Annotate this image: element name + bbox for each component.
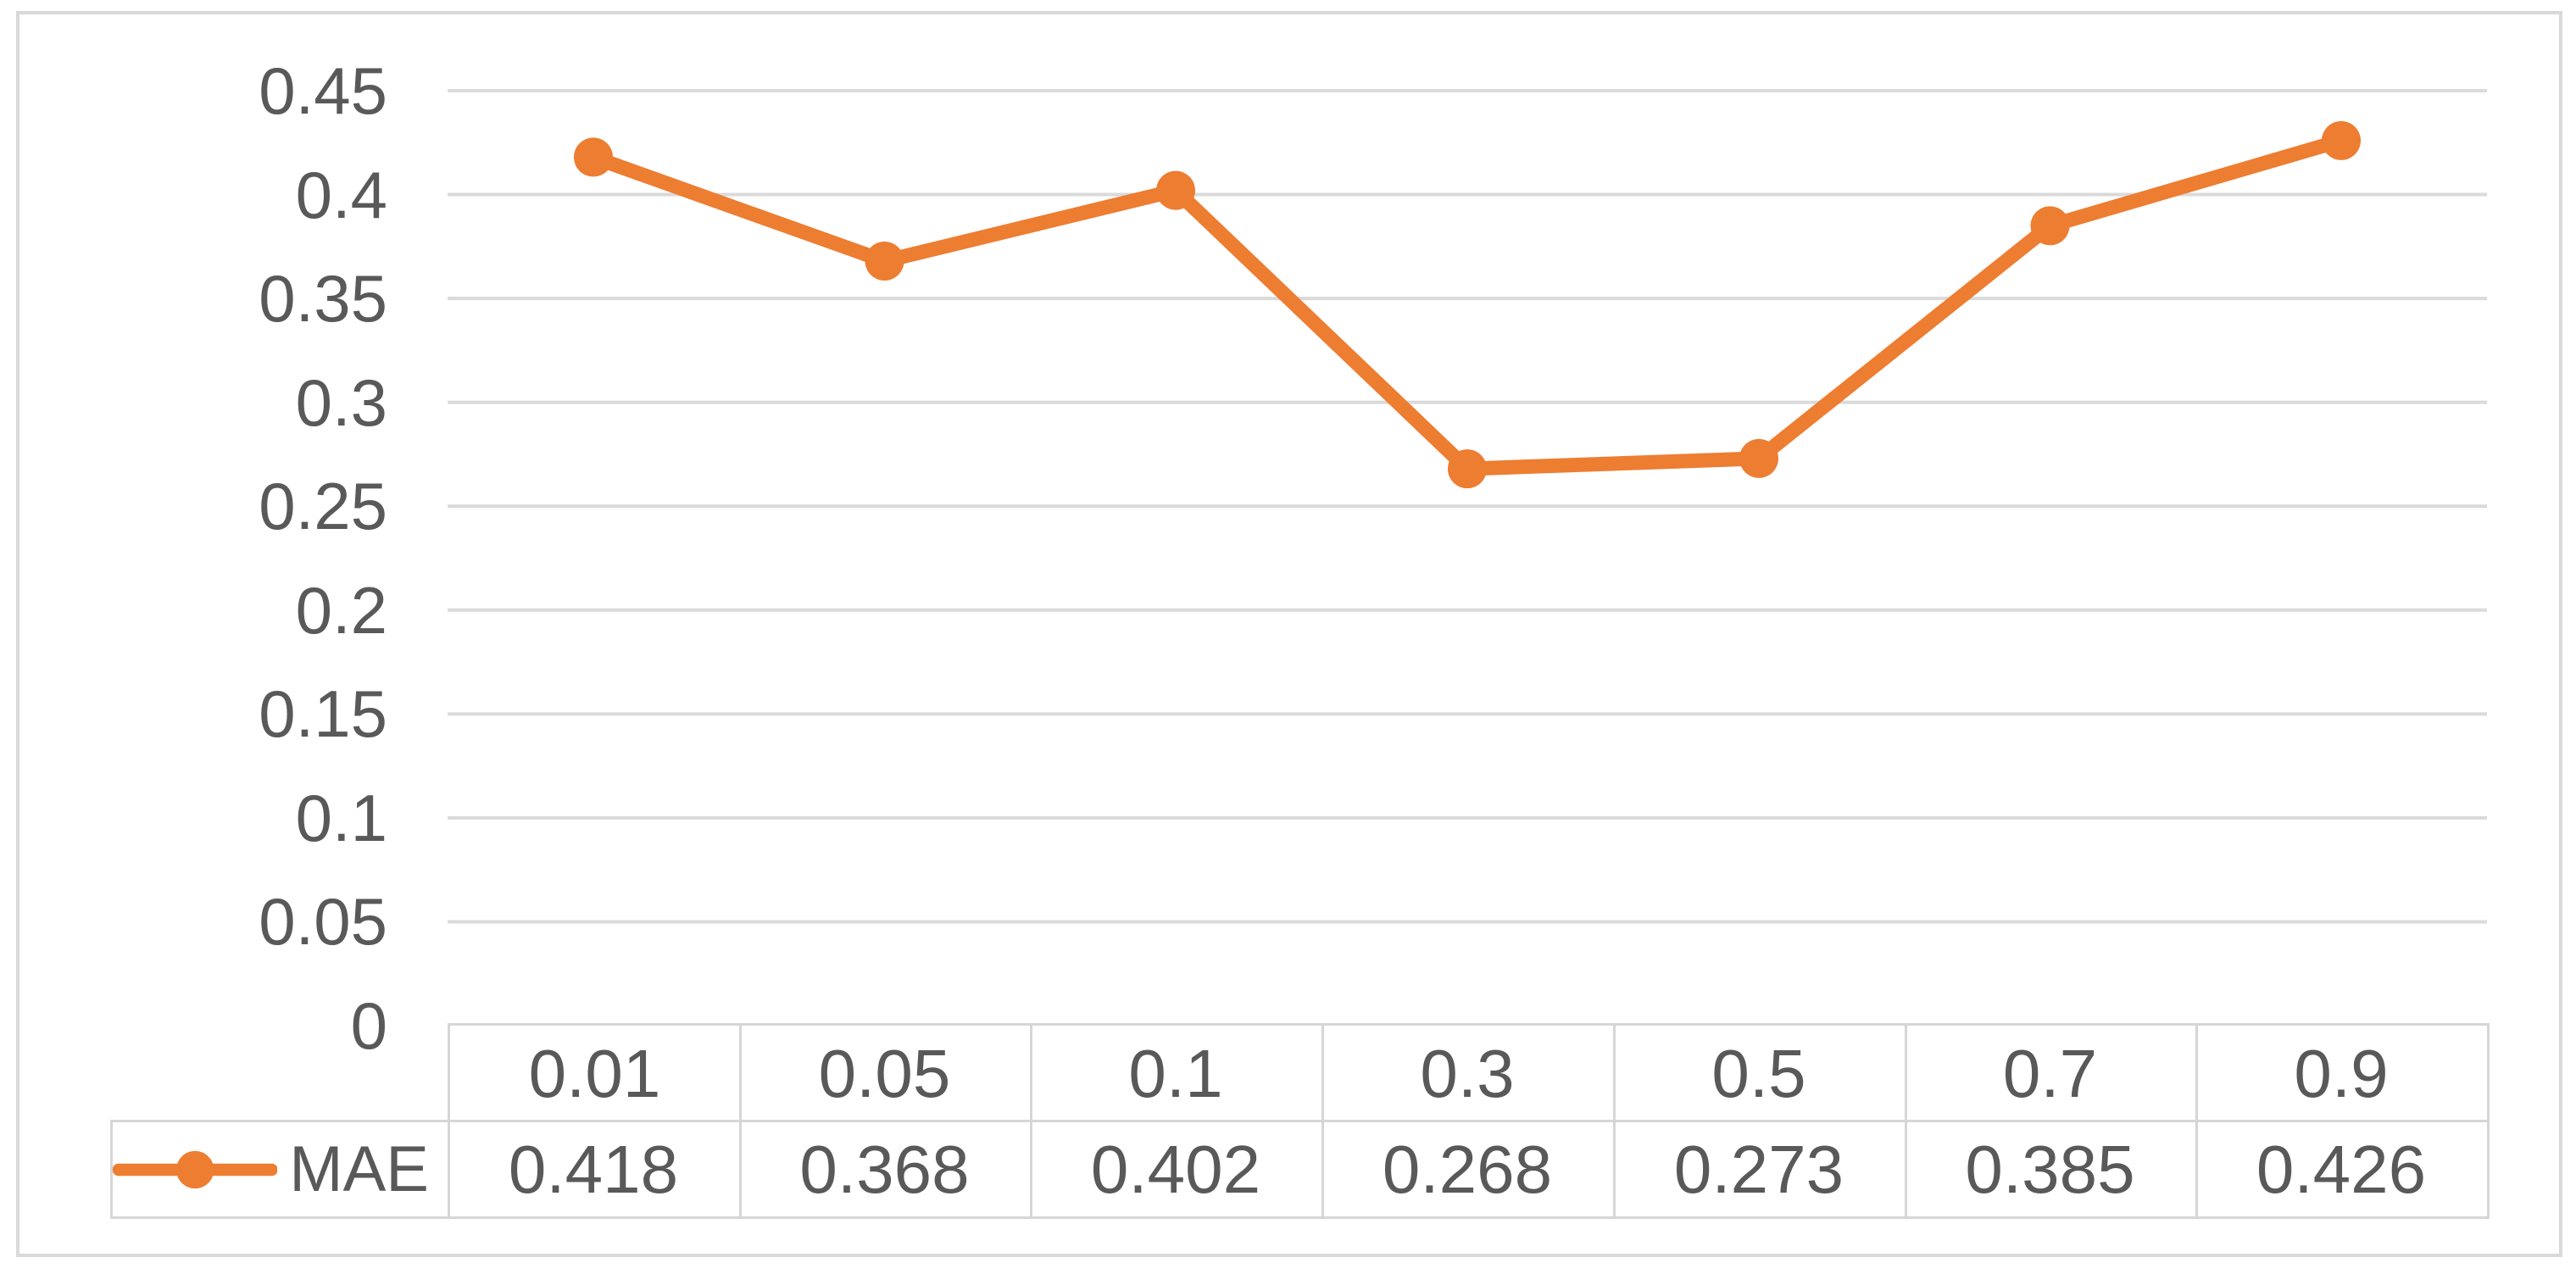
y-axis-tick-label: 0.35 — [259, 261, 387, 337]
data-point-marker — [574, 137, 613, 177]
value-cell: 0.273 — [1613, 1120, 1907, 1219]
legend-key-icon — [113, 1150, 278, 1188]
value-cell: 0.268 — [1321, 1120, 1616, 1219]
y-axis-tick-label: 0 — [350, 988, 387, 1063]
category-cell: 0.05 — [739, 1023, 1032, 1122]
value-cell: 0.418 — [448, 1120, 742, 1219]
y-axis-tick-label: 0.15 — [259, 676, 387, 752]
data-point-marker — [2030, 206, 2070, 246]
category-cell: 0.3 — [1321, 1023, 1616, 1122]
y-axis-tick-label: 0.25 — [259, 469, 387, 544]
value-cell: 0.368 — [739, 1120, 1032, 1219]
category-cell: 0.9 — [2195, 1023, 2490, 1122]
y-axis-tick-label: 0.1 — [295, 780, 387, 855]
category-cell: 0.01 — [448, 1023, 742, 1122]
chart-border-frame — [16, 11, 2562, 1257]
value-cell: 0.402 — [1030, 1120, 1324, 1219]
category-cell: 0.7 — [1905, 1023, 2198, 1122]
category-cell: 0.1 — [1030, 1023, 1324, 1122]
series-line-mae — [586, 133, 2349, 476]
y-axis-tick-label: 0.05 — [259, 884, 387, 960]
y-axis-tick-label: 0.3 — [295, 364, 387, 440]
value-cell: 0.426 — [2195, 1120, 2490, 1219]
data-point-marker — [1156, 170, 1195, 210]
data-point-marker — [1448, 449, 1487, 489]
legend-cell: MAE — [110, 1120, 450, 1219]
data-point-marker — [865, 241, 904, 281]
y-axis-tick-label: 0.4 — [295, 157, 387, 232]
series-name-label: MAE — [289, 1133, 429, 1205]
y-axis-tick-label: 0.45 — [259, 53, 387, 128]
category-cell: 0.5 — [1613, 1023, 1907, 1122]
data-point-marker — [2322, 120, 2361, 160]
y-axis-tick-label: 0.2 — [295, 572, 387, 648]
data-point-marker — [1739, 438, 1778, 478]
value-cell: 0.385 — [1905, 1120, 2198, 1219]
